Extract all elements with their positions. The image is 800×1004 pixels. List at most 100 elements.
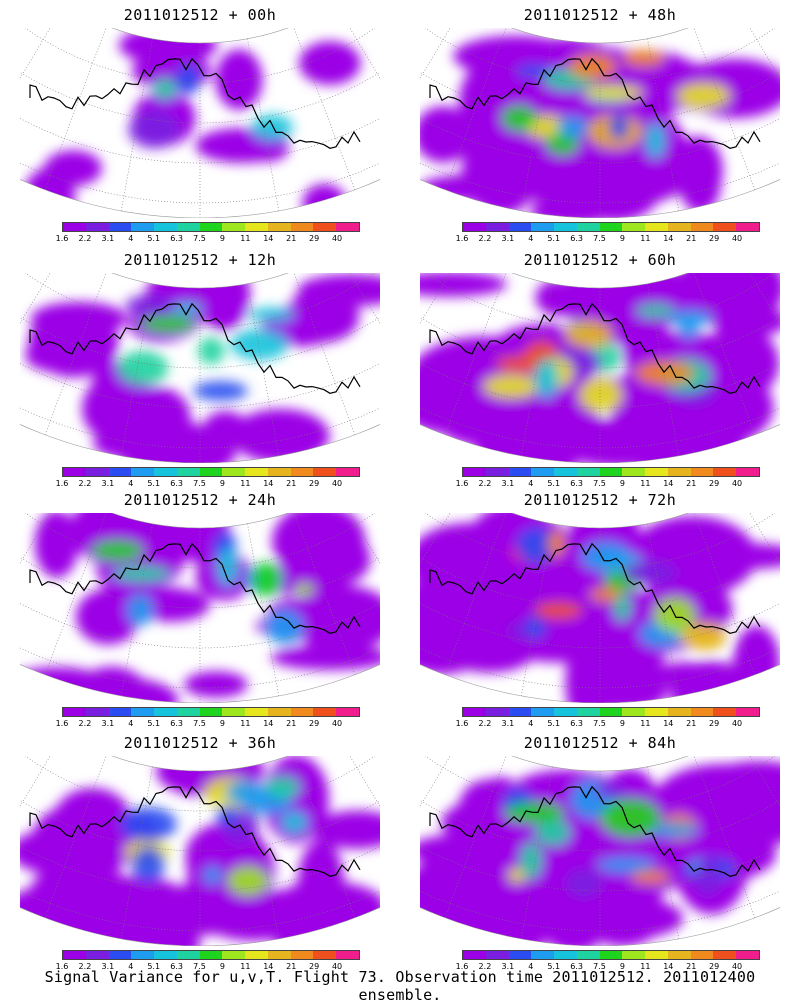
colorbar-tick-label: 14 <box>663 479 674 488</box>
colorbar-tick-label: 4 <box>528 234 534 243</box>
colorbar <box>462 467 760 477</box>
colorbar-segment <box>508 223 532 231</box>
colorbar-labels: 1.6 2.2 3.1 4 5.1 6.3 7.5 9 11 14 21 29 40 <box>456 234 760 244</box>
colorbar-labels: 1.6 2.2 3.1 4 5.1 6.3 7.5 9 11 14 21 29 40 <box>56 719 360 729</box>
colorbar <box>462 707 760 717</box>
colorbar-tick-label: 5.1 <box>547 479 561 488</box>
variance-map <box>20 513 380 703</box>
colorbar-tick-label: 29 <box>709 719 720 728</box>
panel-title: 2011012512 + 60h <box>523 251 677 269</box>
colorbar-tick-label: 1.6 <box>55 719 69 728</box>
colorbar-segment <box>108 951 132 959</box>
colorbar-tick-label: 2.2 <box>478 719 492 728</box>
panel-title: 2011012512 + 00h <box>123 6 277 24</box>
colorbar-segment <box>690 708 714 716</box>
colorbar-segment <box>713 951 737 959</box>
colorbar-tick-label: 29 <box>309 719 320 728</box>
colorbar-segment <box>508 468 532 476</box>
map-panel: 2011012512 + 00h 1.6 2.2 3.1 4 5.1 6.3 7.5 9 11 14… <box>0 0 400 245</box>
colorbar-segment <box>154 223 177 231</box>
colorbar-tick-label: 11 <box>640 962 651 971</box>
colorbar-segment <box>131 708 155 716</box>
colorbar-segment <box>108 468 132 476</box>
colorbar-tick-label: 9 <box>219 479 225 488</box>
colorbar <box>62 950 360 960</box>
colorbar-tick-label: 5.1 <box>147 719 161 728</box>
colorbar-tick-label: 7.5 <box>193 719 206 728</box>
variance-map <box>420 756 780 946</box>
colorbar-tick-label: 6.3 <box>170 962 183 971</box>
colorbar-tick-label: 5.1 <box>547 962 561 971</box>
colorbar-segment <box>63 708 86 716</box>
colorbar-tick-label: 3.1 <box>101 234 115 243</box>
colorbar-tick-label: 3.1 <box>501 962 515 971</box>
colorbar-segment <box>290 468 314 476</box>
colorbar-tick-label: 21 <box>286 962 297 971</box>
colorbar-tick-label: 1.6 <box>455 962 469 971</box>
colorbar-tick-label: 14 <box>263 479 274 488</box>
colorbar-segment <box>576 708 600 716</box>
colorbar-segment <box>736 951 759 959</box>
colorbar-segment <box>736 708 759 716</box>
colorbar-segment <box>176 708 200 716</box>
colorbar-segment <box>63 468 86 476</box>
panel-title: 2011012512 + 48h <box>523 6 677 24</box>
colorbar-segment <box>85 468 109 476</box>
colorbar-segment <box>485 951 509 959</box>
colorbar-tick-label: 4 <box>528 479 534 488</box>
colorbar-segment <box>222 468 246 476</box>
coastline <box>29 302 361 394</box>
colorbar-tick-label: 11 <box>240 479 251 488</box>
colorbar-tick-label: 6.3 <box>170 234 183 243</box>
colorbar <box>462 222 760 232</box>
colorbar-tick-label: 5.1 <box>147 479 161 488</box>
colorbar-segment <box>245 951 268 959</box>
colorbar-segment <box>531 708 555 716</box>
colorbar-tick-label: 40 <box>731 479 743 488</box>
colorbar-tick-label: 14 <box>263 719 274 728</box>
colorbar-tick-label: 40 <box>731 962 743 971</box>
colorbar-tick-label: 1.6 <box>455 719 469 728</box>
colorbar-segment <box>222 708 246 716</box>
colorbar-tick-label: 40 <box>331 719 343 728</box>
colorbar-segment <box>154 468 177 476</box>
colorbar-tick-label: 3.1 <box>501 479 515 488</box>
coastline <box>29 785 361 877</box>
colorbar <box>62 467 360 477</box>
variance-map <box>20 273 380 463</box>
map-panel: 2011012512 + 24h 1.6 2.2 3.1 4 5.1 6.3 7.5 9 11 14… <box>0 485 400 730</box>
colorbar-segment <box>554 468 577 476</box>
variance-map <box>420 28 780 218</box>
colorbar-segment <box>131 223 155 231</box>
colorbar-segment <box>85 223 109 231</box>
colorbar-segment <box>713 708 737 716</box>
colorbar-segment <box>108 223 132 231</box>
variance-field <box>420 513 780 703</box>
colorbar-tick-label: 4 <box>128 479 134 488</box>
colorbar-tick-label: 21 <box>286 479 297 488</box>
colorbar-tick-label: 14 <box>263 234 274 243</box>
colorbar-segment <box>199 468 223 476</box>
colorbar-segment <box>690 223 714 231</box>
colorbar-tick-label: 40 <box>731 719 743 728</box>
colorbar-segment <box>645 951 668 959</box>
coastline <box>29 542 361 634</box>
map-panel: 2011012512 + 60h 1.6 2.2 3.1 4 5.1 6.3 7.5 9 11 14… <box>400 245 800 490</box>
colorbar-segment <box>313 951 337 959</box>
map-panel: 2011012512 + 72h 1.6 2.2 3.1 4 5.1 6.3 7.5 9 11 14… <box>400 485 800 730</box>
map-panel: 2011012512 + 12h 1.6 2.2 3.1 4 5.1 6.3 7.5 9 11 14… <box>0 245 400 490</box>
colorbar-segment <box>176 468 200 476</box>
colorbar-labels: 1.6 2.2 3.1 4 5.1 6.3 7.5 9 11 14 21 29 40 <box>56 479 360 489</box>
colorbar-tick-label: 4 <box>128 719 134 728</box>
variance-map <box>420 273 780 463</box>
colorbar-segment <box>313 468 337 476</box>
colorbar-tick-label: 3.1 <box>101 719 115 728</box>
colorbar-tick-label: 29 <box>709 479 720 488</box>
colorbar-tick-label: 40 <box>331 234 343 243</box>
figure-caption: Signal Variance for u,v,T. Flight 73. Ob… <box>44 968 756 1004</box>
colorbar-tick-label: 6.3 <box>170 719 183 728</box>
variance-field <box>20 513 380 703</box>
colorbar-tick-label: 11 <box>240 234 251 243</box>
colorbar-segment <box>290 951 314 959</box>
colorbar-tick-label: 9 <box>619 719 625 728</box>
